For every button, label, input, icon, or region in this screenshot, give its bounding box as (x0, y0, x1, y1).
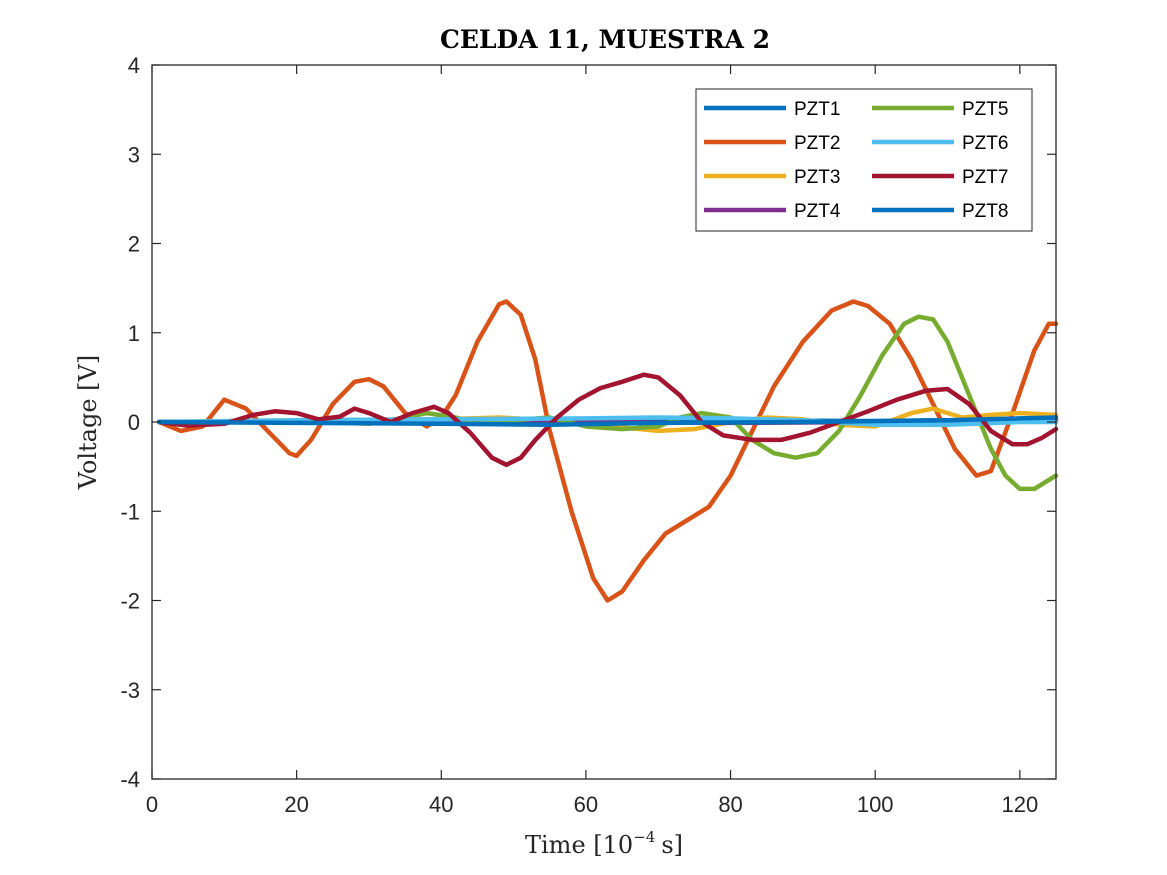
x-axis-label-unit: s] (661, 831, 683, 859)
x-tick-label: 20 (284, 792, 308, 817)
y-tick-label: 2 (128, 232, 140, 257)
legend-label-pzt4: PZT4 (794, 201, 841, 222)
x-tick-label: 0 (146, 792, 158, 817)
legend-label-pzt7: PZT7 (962, 167, 1008, 188)
y-tick-label: -4 (120, 767, 140, 792)
legend-label-pzt2: PZT2 (794, 133, 840, 154)
x-axis-label-exponent: −4 (633, 828, 655, 846)
x-tick-label: 60 (574, 792, 598, 817)
legend-label-pzt5: PZT5 (962, 99, 1008, 120)
legend-label-pzt3: PZT3 (794, 167, 840, 188)
x-tick-label: 120 (1001, 792, 1038, 817)
legend-label-pzt6: PZT6 (962, 133, 1008, 154)
legend: PZT1 PZT2 PZT3 PZT4 PZT5 PZT6 PZT7 PZT8 (695, 88, 1033, 232)
y-tick-label: 4 (128, 53, 140, 78)
ticks-layer: 0 20 40 60 80 100 120 -4 -3 -2 -1 0 1 2 3 4 (120, 53, 1056, 817)
legend-label-pzt8: PZT8 (962, 201, 1008, 222)
series-layer (156, 299, 1059, 603)
y-tick-label: -3 (120, 678, 140, 703)
x-tick-label: 40 (429, 792, 453, 817)
x-tick-label: 80 (718, 792, 742, 817)
y-tick-label: 1 (128, 321, 140, 346)
y-tick-label: 3 (128, 142, 140, 167)
y-tick-label: -2 (120, 589, 140, 614)
legend-box (695, 88, 1033, 232)
y-tick-label: -1 (120, 499, 140, 524)
series-line-pzt8 (156, 415, 1059, 427)
y-tick-label: 0 (128, 410, 140, 435)
y-axis-label: Voltage [V] (74, 355, 102, 490)
series-line-pzt7 (156, 372, 1059, 468)
x-axis-label: Time [10−4 s] (525, 828, 683, 859)
series-line-pzt2 (156, 299, 1059, 603)
legend-items: PZT1 PZT2 PZT3 PZT4 PZT5 PZT6 PZT7 PZT8 (704, 99, 1008, 222)
x-tick-label: 100 (857, 792, 894, 817)
chart-title: CELDA 11, MUESTRA 2 (440, 25, 770, 54)
legend-label-pzt1: PZT1 (794, 99, 840, 120)
